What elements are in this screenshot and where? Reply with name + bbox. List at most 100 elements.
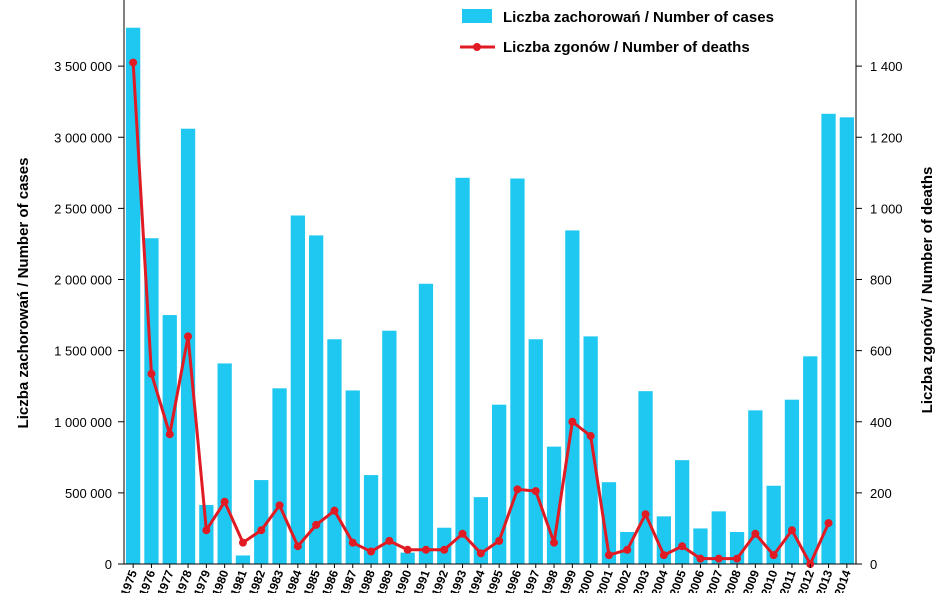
cases-bar [766,485,781,564]
cases-bar [126,27,141,564]
deaths-point [550,538,559,547]
cases-bar [675,460,690,564]
legend-cases-swatch [462,9,492,23]
cases-bar [272,388,287,564]
deaths-point [787,526,796,535]
right-tick-label: 0 [870,557,877,572]
deaths-point [165,430,174,439]
legend-cases-label: Liczba zachorowań / Number of cases [503,9,774,26]
left-tick-label: 2 000 000 [54,273,112,288]
deaths-point [184,332,193,341]
cases-bar [821,113,836,564]
deaths-point [440,545,449,554]
cases-bar [199,504,214,564]
deaths-point [220,497,229,506]
cases-bar [528,339,543,564]
deaths-point [147,369,156,378]
deaths-point [586,431,595,440]
right-tick-label: 600 [870,344,892,359]
cases-bar [217,363,232,564]
deaths-point [330,506,339,515]
deaths-point [824,519,833,528]
deaths-point [421,545,430,554]
right-tick-label: 1 000 [870,201,903,216]
legend-deaths-label: Liczba zgonów / Number of deaths [503,39,750,56]
cases-bar [235,555,251,564]
cases-bar [748,410,763,564]
right-tick-label: 800 [870,273,892,288]
deaths-point [733,554,742,563]
cases-bar [309,235,324,564]
cases-bar [565,230,580,564]
deaths-point [696,554,705,563]
left-tick-label: 2 500 000 [54,201,112,216]
left-axis-title: Liczba zachorowań / Number of cases [15,158,32,429]
cases-bar [162,315,177,564]
left-tick-label: 500 000 [65,486,112,501]
cases-bar [418,283,434,564]
deaths-point [312,520,321,529]
deaths-point [385,536,394,545]
right-tick-label: 1 200 [870,130,903,145]
cases-bar [638,391,653,564]
deaths-point [257,526,266,535]
deaths-point [623,545,632,554]
left-tick-label: 4 000 000 [54,0,112,3]
right-tick-label: 1 600 [870,0,903,3]
left-tick-label: 1 000 000 [54,415,112,430]
cases-bar [345,390,360,564]
deaths-point [769,551,778,560]
deaths-point [641,510,650,519]
deaths-point [678,542,687,551]
deaths-point [458,529,467,538]
deaths-point [495,536,504,545]
cases-bar [382,330,397,564]
cases-bar [711,511,726,564]
cases-bar [492,404,507,564]
deaths-point [202,526,211,535]
left-tick-label: 1 500 000 [54,344,112,359]
deaths-point [531,487,540,496]
cases-bar [839,117,854,565]
cases-bars [124,27,856,565]
cases-bar [583,336,598,564]
deaths-line [129,58,833,568]
deaths-point [129,58,138,67]
legend-deaths-marker [473,43,481,51]
deaths-point [348,538,357,547]
deaths-line-path [131,62,830,566]
cases-bar [290,215,305,565]
deaths-point [238,538,247,547]
cases-bar [784,399,800,564]
legend: Liczba zachorowań / Number of cases Licz… [460,9,774,56]
cases-bar [803,356,818,564]
cases-bar [601,482,617,564]
left-tick-label: 0 [105,557,112,572]
cases-bar [327,339,342,564]
deaths-point [367,547,376,556]
right-tick-label: 200 [870,486,892,501]
cases-bar [510,178,525,564]
x-axis: 1975197619771978197919801981198219831984… [118,564,854,593]
deaths-point [275,501,284,510]
right-tick-label: 400 [870,415,892,430]
x-tick-label: 2014 [831,568,853,593]
left-tick-label: 3 000 000 [54,130,112,145]
deaths-point [293,542,302,551]
cases-bar [473,497,488,564]
left-tick-label: 3 500 000 [54,59,112,74]
right-tick-label: 1 400 [870,59,903,74]
deaths-point [476,549,485,558]
cases-bar [400,552,415,564]
cases-bar [363,475,379,564]
right-axis: 0 200 400 600 800 1 000 1 200 1 400 1 600 [855,0,903,572]
deaths-point [513,485,522,494]
deaths-point [659,551,668,560]
deaths-point [568,417,577,426]
cases-bar [254,480,269,564]
cases-bar [455,177,470,564]
right-axis-title: Liczba zgonów / Number of deaths [919,167,936,414]
deaths-point [604,551,613,560]
deaths-point [714,554,723,563]
